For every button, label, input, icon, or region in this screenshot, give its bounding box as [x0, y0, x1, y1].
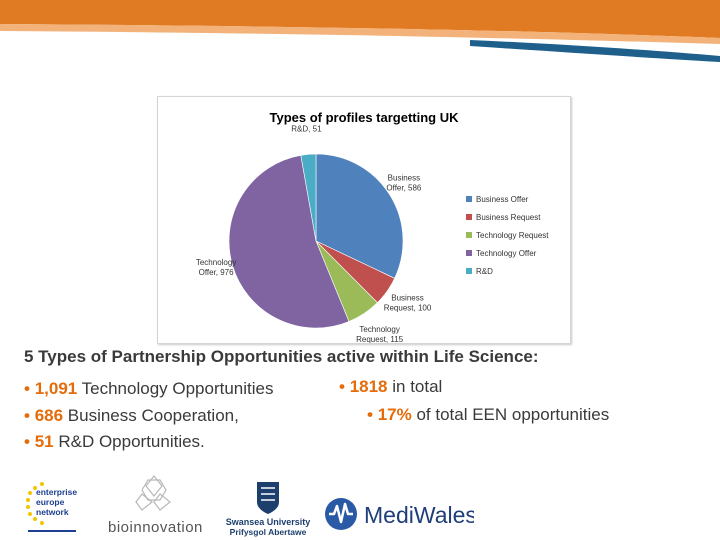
svg-text:MediWales: MediWales — [364, 502, 474, 528]
pie-slice-business-offer — [315, 153, 404, 279]
bullet-item: • 1818 in total — [339, 377, 443, 396]
legend-swatch — [466, 214, 472, 220]
bullet-item: • 17% of total EEN opportunities — [367, 405, 610, 424]
svg-text:Swansea University: Swansea University — [226, 517, 311, 527]
slide-heading: 5 Types of Partnership Opportunities act… — [24, 347, 539, 366]
pie-slice-technology-offer — [228, 154, 350, 329]
header-banner — [0, 0, 720, 62]
bullet-item: • 51 R&D Opportunities. — [24, 432, 205, 451]
slice-label-r-d: R&D, 51 — [291, 124, 322, 133]
legend-label: Technology Offer — [476, 249, 537, 258]
legend-item-business-request: Business Request — [466, 213, 541, 222]
legend-label: R&D — [476, 267, 493, 276]
legend-swatch — [466, 196, 472, 202]
legend-item-technology-request: Technology Request — [466, 231, 549, 240]
legend-item-r-d: R&D — [466, 267, 493, 276]
legend-swatch — [466, 232, 472, 238]
legend-label: Business Request — [476, 213, 541, 222]
pie-chart: Types of profiles targetting UK Business… — [196, 110, 549, 344]
bullet-item: • 686 Business Cooperation, — [24, 406, 239, 425]
svg-text:bioinnovation: bioinnovation — [108, 519, 203, 536]
bioinnovation-logo: bioinnovation — [108, 475, 203, 536]
slice-label-business-request: Business Request, 100 — [384, 294, 432, 313]
chart-frame: Types of profiles targetting UK Business… — [157, 96, 571, 344]
pie-slice-r-d — [300, 153, 317, 242]
slice-label-technology-offer: Technology Offer, 976 — [196, 258, 236, 277]
legend-label: Business Offer — [476, 195, 529, 204]
bullet-item: • 1,091 Technology Opportunities — [24, 379, 274, 398]
enterprise-europe-network-logo: enterprise europe network — [26, 482, 77, 532]
slice-label-technology-request: Technology Request, 115 — [356, 325, 404, 343]
legend-item-technology-offer: Technology Offer — [466, 249, 537, 258]
legend-swatch — [466, 268, 472, 274]
legend-swatch — [466, 250, 472, 256]
mediwales-logo: MediWales — [325, 498, 474, 530]
swansea-university-logo: Swansea University Prifysgol Abertawe — [226, 482, 311, 537]
svg-text:Prifysgol Abertawe: Prifysgol Abertawe — [230, 527, 307, 537]
svg-text:network: network — [36, 507, 69, 517]
legend-item-business-offer: Business Offer — [466, 195, 529, 204]
slice-label-business-offer: Business Offer, 586 — [386, 173, 422, 192]
chart-title: Types of profiles targetting UK — [270, 110, 460, 125]
svg-text:europe: europe — [36, 497, 65, 507]
legend-label: Technology Request — [476, 231, 549, 240]
svg-text:enterprise: enterprise — [36, 487, 77, 497]
